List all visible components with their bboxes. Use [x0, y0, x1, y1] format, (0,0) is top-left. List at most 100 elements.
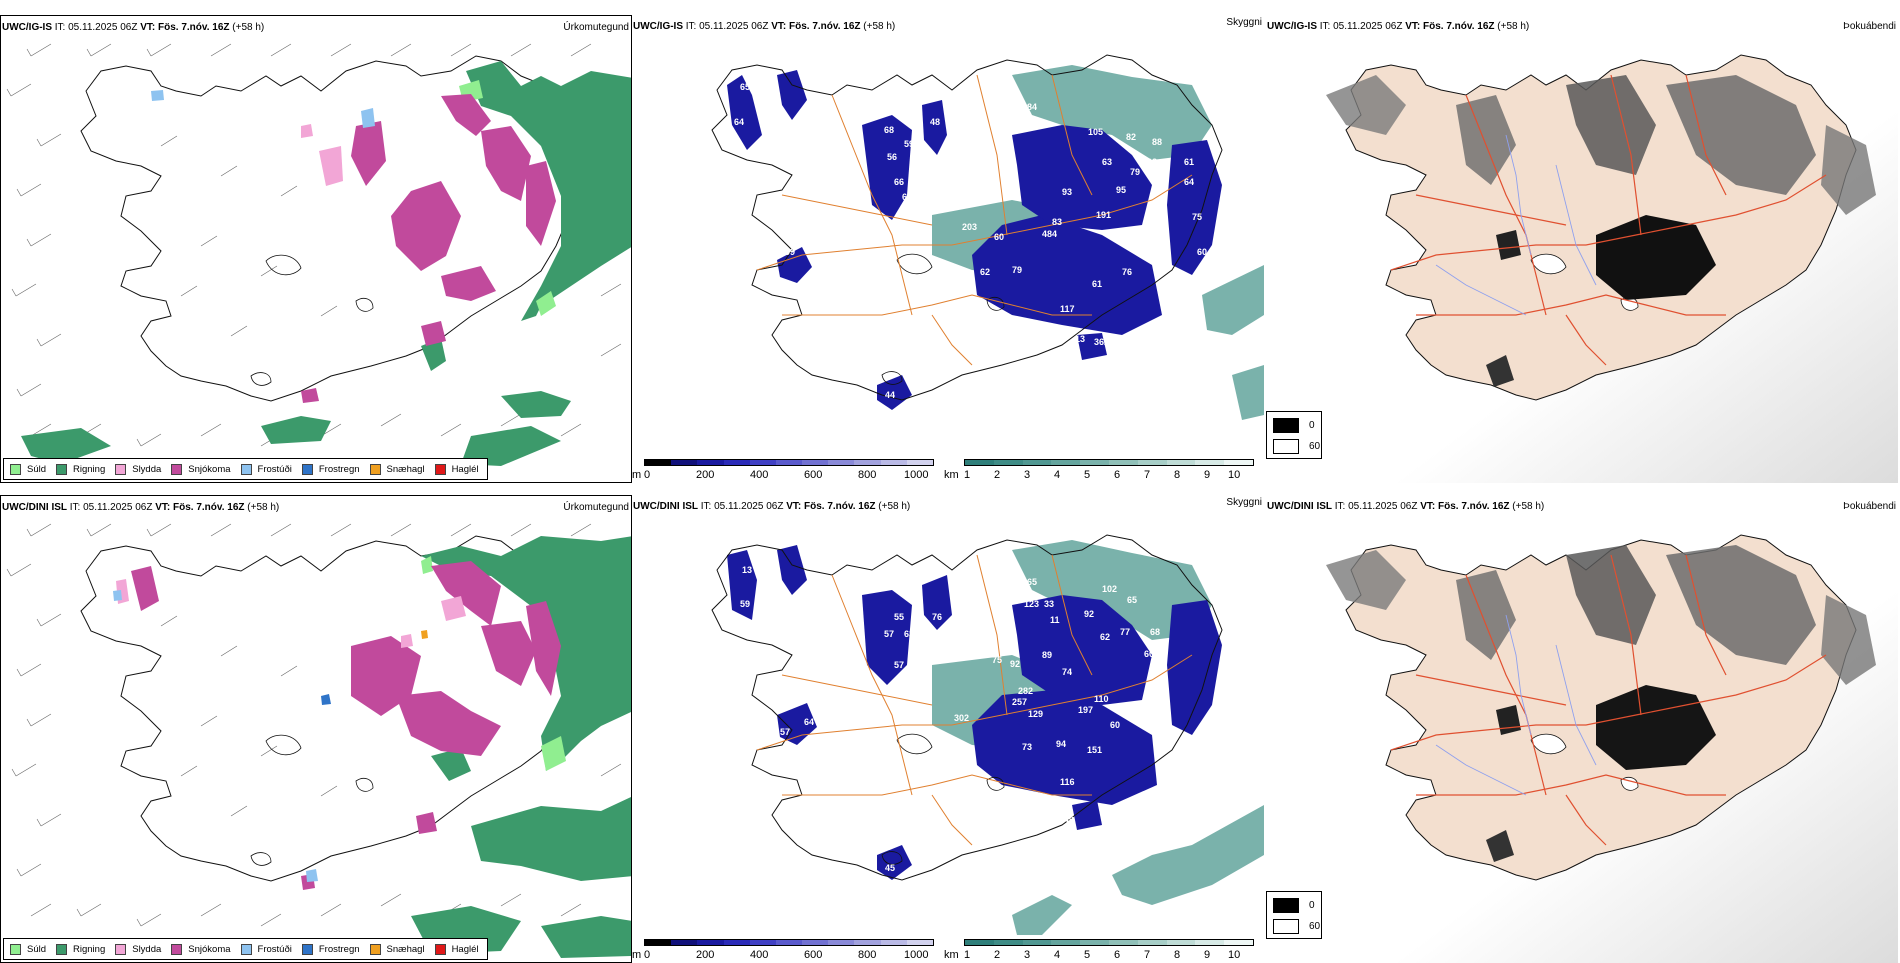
cloud-base-label: 101	[792, 602, 807, 612]
cloud-base-label: 68	[884, 125, 894, 135]
legend-item-rain: Rigning	[56, 464, 105, 475]
cloud-base-label: 63	[1102, 157, 1112, 167]
cloud-base-label: 61	[1184, 157, 1194, 167]
cloud-base-label: 93	[1062, 187, 1072, 197]
colorbar-tick: 2	[994, 469, 1000, 481]
legend-swatch	[171, 464, 182, 475]
parameter-label: Þokuábendi	[1843, 501, 1896, 512]
legend-swatch	[115, 944, 126, 955]
colorbar-step	[750, 940, 776, 945]
cloud-base-label: 82	[1126, 132, 1136, 142]
colorbar-tick: 400	[750, 469, 768, 481]
colorbar-tick: 9	[1204, 949, 1210, 961]
colorbar-tick: 400	[750, 949, 768, 961]
cloud-base-label: 74	[1062, 667, 1072, 677]
legend-item-hail: Haglél	[435, 464, 479, 475]
colorbar-step	[645, 460, 671, 465]
colorbar-step	[750, 460, 776, 465]
precip-type-legend: Súld Rigning Slydda Snjókoma Frostúði Fr…	[3, 458, 488, 480]
colorbar-tick: 6	[1114, 949, 1120, 961]
precip-sleet-areas	[301, 124, 343, 186]
colorbar-step	[1051, 460, 1080, 465]
colorbar-step	[724, 940, 750, 945]
colorbar-tick: 600	[804, 949, 822, 961]
precip-rain-areas	[21, 61, 632, 466]
colorbar-tick: 0	[644, 469, 650, 481]
legend-swatch	[435, 464, 446, 475]
cloud-visibility-panel-row2: 13 63 59 66 78 101 65 102 123 33 92 65 5…	[632, 495, 1264, 963]
visibility-colorbar-gradient	[964, 939, 1254, 946]
cloud-base-colorbar-gradient	[644, 459, 934, 466]
cloud-base-label: 65	[1027, 577, 1037, 587]
precip-map-row1	[1, 16, 632, 483]
colorbar-step	[1080, 460, 1109, 465]
panel-title: UWC/DINI ISL IT: 05.11.2025 06Z VT: Fös.…	[633, 501, 910, 512]
colorbar-tick: 5	[1084, 469, 1090, 481]
legend-item-freezing-rain: Frostregn	[302, 944, 360, 955]
cloud-base-label: 59	[740, 599, 750, 609]
legend-item-snow-pellets: Snæhagl	[370, 944, 425, 955]
colorbar-tick: 200	[696, 469, 714, 481]
cloud-base-label: 65	[1127, 595, 1137, 605]
colorbar-tick: 600	[804, 469, 822, 481]
colorbar-step	[1224, 940, 1253, 945]
precip-snow-pellet-areas	[421, 630, 428, 639]
parameter-label: Skyggni	[1226, 497, 1262, 508]
cloud-base-label: 92	[1084, 609, 1094, 619]
colorbar-step	[1195, 940, 1224, 945]
cloud-base-label: 129	[1028, 709, 1043, 719]
legend-swatch	[56, 464, 67, 475]
cloud-base-label: 75	[992, 655, 1002, 665]
colorbar-unit: m	[632, 469, 641, 481]
colorbar-tick: 3	[1024, 949, 1030, 961]
colorbar-tick: 800	[858, 949, 876, 961]
cloud-base-label: 62	[1100, 632, 1110, 642]
colorbar-tick: 0	[644, 949, 650, 961]
parameter-label: Þokuábendi	[1843, 21, 1896, 32]
cloud-map-row2: 13 63 59 66 78 101 65 102 123 33 92 65 5…	[632, 495, 1264, 963]
cloud-base-label: 57	[780, 727, 790, 737]
colorbar-step	[994, 460, 1023, 465]
cloud-base-label: 77	[1120, 627, 1130, 637]
colorbar-step	[854, 460, 880, 465]
panel-title: UWC/DINI ISL IT: 05.11.2025 06Z VT: Fös.…	[2, 502, 279, 513]
colorbar-unit: m	[632, 949, 641, 961]
legend-item-hail: Haglél	[435, 944, 479, 955]
cloud-base-label: 60	[1197, 247, 1207, 257]
precip-map-row2	[1, 496, 632, 963]
colorbar-tick: 9	[1204, 469, 1210, 481]
colorbar-step	[1138, 940, 1167, 945]
colorbar-tick: 8	[1174, 949, 1180, 961]
colorbar-unit: km	[944, 469, 959, 481]
cloud-base-colorbar: m 0 200 400 600 800 1000	[632, 459, 942, 481]
legend-swatch	[302, 944, 313, 955]
fog-legend-high: 0	[1273, 898, 1315, 913]
cloud-base-label: 79	[1130, 167, 1140, 177]
parameter-label: Skyggni	[1226, 17, 1262, 28]
cloud-base-label: 48	[930, 117, 940, 127]
colorbar-step	[1109, 460, 1138, 465]
legend-swatch	[10, 464, 21, 475]
legend-item-drizzle: Súld	[10, 944, 46, 955]
cloud-base-label: 62	[980, 267, 990, 277]
colorbar-step	[1138, 460, 1167, 465]
cloud-base-label: 73	[1022, 742, 1032, 752]
cloud-base-label: 89	[1042, 650, 1052, 660]
precip-freezing-rain-areas	[321, 694, 331, 705]
colorbar-tick: 800	[858, 469, 876, 481]
legend-item-drizzle: Súld	[10, 464, 46, 475]
legend-item-rain: Rigning	[56, 944, 105, 955]
legend-item-snow: Snjókoma	[171, 464, 230, 475]
fog-legend-low: 60	[1273, 919, 1320, 934]
colorbar-step	[965, 940, 994, 945]
legend-swatch	[115, 464, 126, 475]
cloud-base-label: 197	[1078, 705, 1093, 715]
legend-item-sleet: Slydda	[115, 944, 161, 955]
cloud-base-label: 63	[904, 629, 914, 639]
cloud-base-label: 151	[1087, 745, 1102, 755]
visibility-colorbar: km 1 2 3 4 5 6 7 8 9 10	[944, 459, 1254, 481]
cloud-base-label: 13	[742, 565, 752, 575]
cloud-base-label: 76	[932, 612, 942, 622]
cloud-base-label: 64	[734, 117, 744, 127]
panel-title: UWC/DINI ISL IT: 05.11.2025 06Z VT: Fös.…	[1267, 501, 1544, 512]
